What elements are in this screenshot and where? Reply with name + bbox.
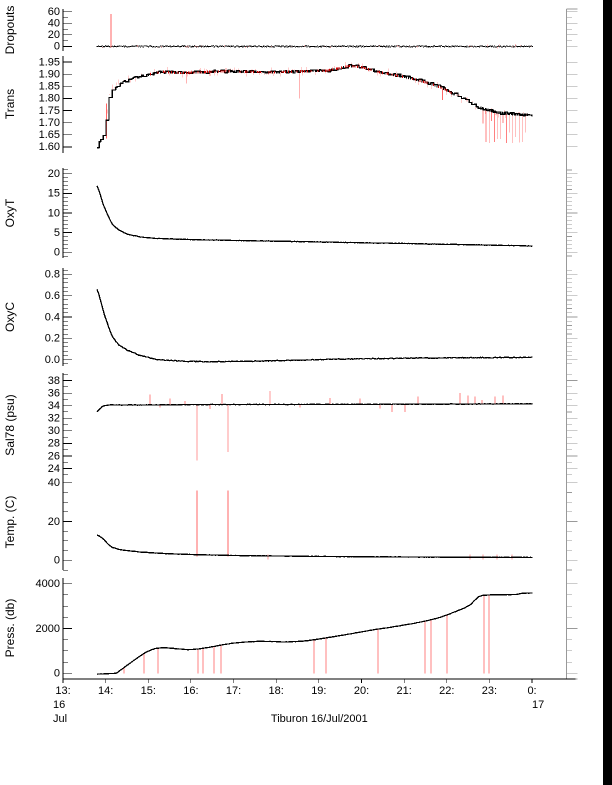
svg-text:0: 0 [54,668,60,680]
svg-text:OxyT: OxyT [3,198,17,227]
svg-text:0.4: 0.4 [45,311,60,323]
svg-text:1.95: 1.95 [39,56,60,68]
svg-text:2000: 2000 [36,623,60,635]
svg-text:0.0: 0.0 [45,354,60,366]
svg-text:40: 40 [48,477,60,489]
svg-text:1.60: 1.60 [39,141,60,153]
svg-text:0:: 0: [527,685,536,697]
svg-text:32: 32 [48,413,60,425]
svg-text:14:: 14: [98,685,113,697]
svg-text:17: 17 [532,699,544,711]
svg-text:23:: 23: [482,685,497,697]
svg-text:1.70: 1.70 [39,117,60,129]
svg-text:20:: 20: [354,685,369,697]
svg-text:Temp. (C): Temp. (C) [3,496,17,549]
svg-text:1.85: 1.85 [39,81,60,93]
svg-text:24: 24 [48,463,60,475]
svg-text:10: 10 [48,207,60,219]
svg-text:19:: 19: [311,685,326,697]
svg-text:1.90: 1.90 [39,68,60,80]
svg-text:16: 16 [53,699,65,711]
svg-text:16:: 16: [183,685,198,697]
svg-text:36: 36 [48,387,60,399]
svg-text:4000: 4000 [36,578,60,590]
svg-text:26: 26 [48,450,60,462]
svg-text:Jul: Jul [53,713,67,725]
svg-text:38: 38 [48,375,60,387]
svg-text:0.8: 0.8 [45,269,60,281]
svg-text:Tiburon 16/Jul/2001: Tiburon 16/Jul/2001 [271,713,368,725]
svg-text:15:: 15: [141,685,156,697]
svg-text:30: 30 [48,425,60,437]
svg-text:OxyC: OxyC [3,302,17,332]
svg-text:Trans: Trans [3,89,17,119]
svg-text:5: 5 [54,227,60,239]
svg-text:0.6: 0.6 [45,290,60,302]
svg-text:1.75: 1.75 [39,105,60,117]
svg-text:1.65: 1.65 [39,129,60,141]
svg-text:17:: 17: [226,685,241,697]
svg-text:Press. (db): Press. (db) [3,599,17,658]
svg-text:40: 40 [48,18,60,30]
svg-text:21:: 21: [396,685,411,697]
svg-text:15: 15 [48,188,60,200]
svg-text:0.2: 0.2 [45,333,60,345]
svg-text:1.80: 1.80 [39,93,60,105]
svg-text:22:: 22: [439,685,454,697]
svg-text:0: 0 [54,555,60,567]
svg-text:34: 34 [48,400,60,412]
svg-text:20: 20 [48,516,60,528]
svg-text:Sal78 (psu): Sal78 (psu) [3,394,17,455]
svg-text:Dropouts: Dropouts [3,6,17,55]
svg-text:0: 0 [54,246,60,258]
svg-text:20: 20 [48,168,60,180]
svg-text:0: 0 [54,41,60,53]
svg-text:60: 60 [48,6,60,18]
svg-text:20: 20 [48,29,60,41]
svg-text:13:: 13: [55,685,70,697]
svg-text:28: 28 [48,438,60,450]
svg-text:18:: 18: [269,685,284,697]
